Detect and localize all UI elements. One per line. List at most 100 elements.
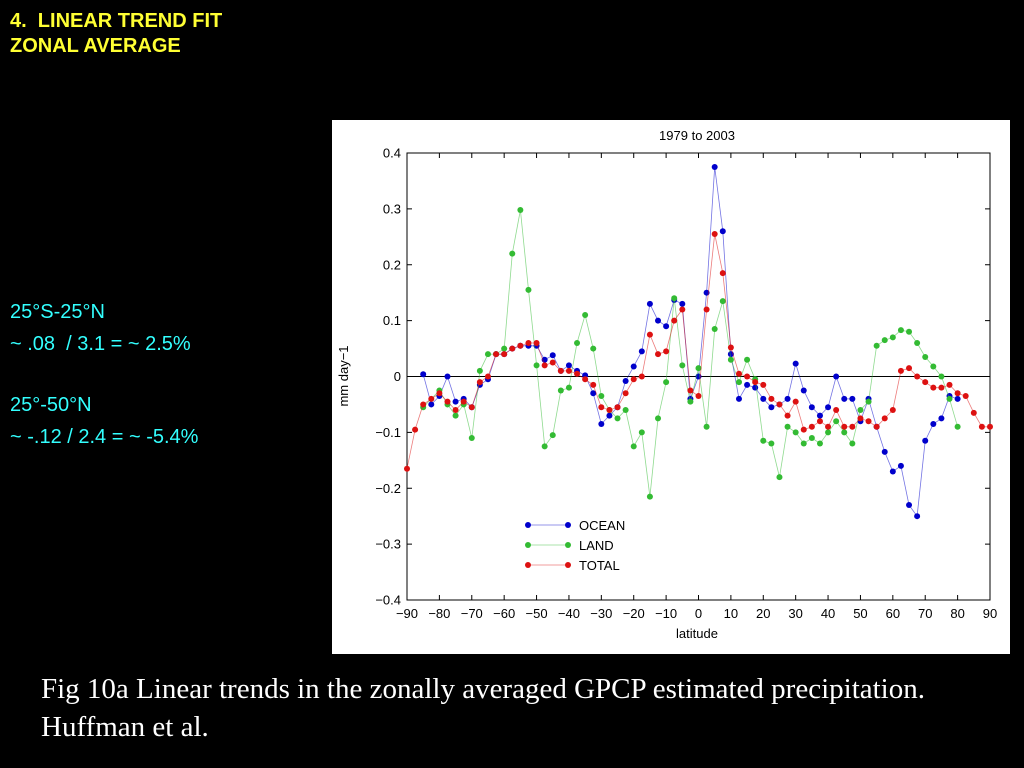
land-point [622,407,629,414]
x-tick-label: −80 [428,606,450,621]
total-point [816,418,823,425]
total-point [930,384,937,391]
total-point [962,393,969,400]
land-point [719,298,726,305]
total-point [638,373,645,380]
land-point [484,351,491,358]
total-point [557,367,564,374]
ocean-point [549,352,556,359]
total-point [711,231,718,238]
legend-marker-land [565,542,571,548]
total-point [493,351,500,358]
land-point [744,356,751,363]
land-point [468,434,475,441]
ocean-point [452,398,459,405]
ocean-point [906,502,913,509]
land-point [784,423,791,430]
x-tick-label: −10 [655,606,677,621]
total-point [484,373,491,380]
total-point [800,426,807,433]
land-point [541,443,548,450]
total-point [865,418,872,425]
legend-label-ocean: OCEAN [579,518,625,533]
total-point [825,423,832,430]
note-midlatitudes-heading: 25°-50°N [10,394,92,416]
total-point [938,384,945,391]
note-midlatitudes-ratio: ~ -.12 / 2.4 = ~ -5.4% [10,426,199,448]
ocean-point [841,395,848,402]
land-point [695,365,702,372]
note-tropics-heading: 25°S-25°N [10,301,105,323]
ocean-point [938,415,945,422]
total-point [906,365,913,372]
land-point [857,407,864,414]
total-point [833,407,840,414]
total-point [776,401,783,408]
ocean-point [598,420,605,427]
land-point [865,398,872,405]
total-point [695,393,702,400]
land-point [849,440,856,447]
y-tick-label: −0.3 [375,537,401,552]
land-point [954,423,961,430]
slide-title-line-1: 4. LINEAR TREND FIT [10,10,223,32]
trend-chart: 1979 to 2003 latitude mm day−1 −90 −80 −70… [336,128,997,641]
ocean-point [622,377,629,384]
total-point [460,398,467,405]
ocean-point [800,387,807,394]
land-point [727,356,734,363]
ocean-point [954,395,961,402]
total-point [703,306,710,313]
ocean-series-line [422,166,958,518]
total-point [574,370,581,377]
total-point [687,387,694,394]
x-tick-label: 20 [756,606,770,621]
ocean-point [630,363,637,370]
ocean-point [744,381,751,388]
land-point [889,334,896,341]
land-point [687,398,694,405]
ocean-point [784,395,791,402]
land-point [646,493,653,500]
ocean-point [444,373,451,380]
total-point [646,331,653,338]
y-tick-label: 0.3 [383,201,401,216]
total-point [808,423,815,430]
total-point [897,367,904,374]
x-tick-label: −50 [526,606,548,621]
land-point [638,429,645,436]
legend-label-land: LAND [579,538,614,553]
ocean-point [606,412,613,419]
total-point [841,423,848,430]
total-point [671,317,678,324]
ocean-point [655,317,662,324]
ocean-point [663,323,670,330]
land-point [760,437,767,444]
x-tick-label: 80 [950,606,964,621]
land-point [792,429,799,436]
ocean-point [428,401,435,408]
total-point [735,370,742,377]
land-point [914,339,921,346]
chart-panel: 1979 to 2003 latitude mm day−1 −90 −80 −70… [332,120,1010,654]
total-point [914,373,921,380]
total-point [655,351,662,358]
figure-caption: Fig 10a Linear trends in the zonally ave… [41,673,925,743]
legend-marker-total [565,562,571,568]
land-point [509,250,516,257]
total-point [954,390,961,397]
total-point [744,373,751,380]
land-point [776,474,783,481]
total-point [622,390,629,397]
total-point [412,426,419,433]
legend-label-total: TOTAL [579,558,620,573]
land-point [873,342,880,349]
y-tick-label: −0.4 [375,593,401,608]
land-point [549,432,556,439]
land-point [630,443,637,450]
total-point [565,367,572,374]
total-point [606,407,613,414]
total-point [727,344,734,351]
total-series-line [406,233,990,469]
x-tick-label: 0 [695,606,702,621]
